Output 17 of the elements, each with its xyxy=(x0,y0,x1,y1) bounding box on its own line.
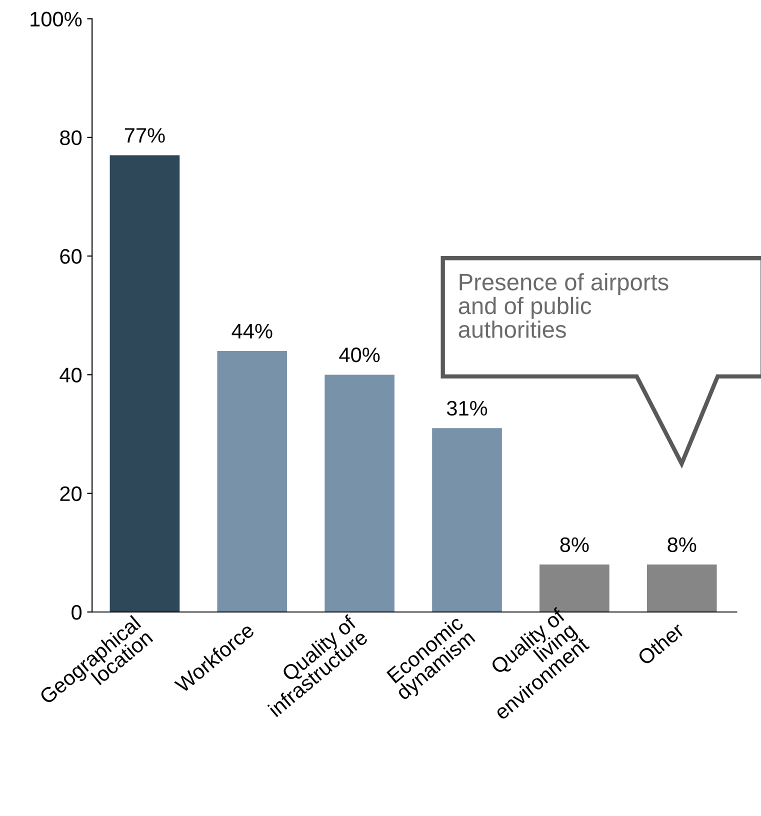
data-label: 40% xyxy=(339,348,380,362)
y-tick-label: 100% xyxy=(30,12,82,27)
data-label: 8% xyxy=(668,537,696,552)
annotation: Presence of airports and of public authorities xyxy=(458,273,668,338)
bar xyxy=(110,155,180,612)
data-label: 77% xyxy=(124,128,165,143)
bar xyxy=(646,564,717,612)
data-label: 44% xyxy=(232,324,272,338)
bar xyxy=(324,374,394,612)
y-tick-label: 40 xyxy=(60,368,82,382)
bar xyxy=(217,350,288,612)
data-label: 8% xyxy=(560,537,589,552)
y-tick-label: 60 xyxy=(60,249,82,264)
y-tick-label: 20 xyxy=(60,486,82,502)
bar xyxy=(432,428,502,612)
data-label: 31% xyxy=(446,400,488,416)
y-tick-label: 80 xyxy=(60,130,82,146)
